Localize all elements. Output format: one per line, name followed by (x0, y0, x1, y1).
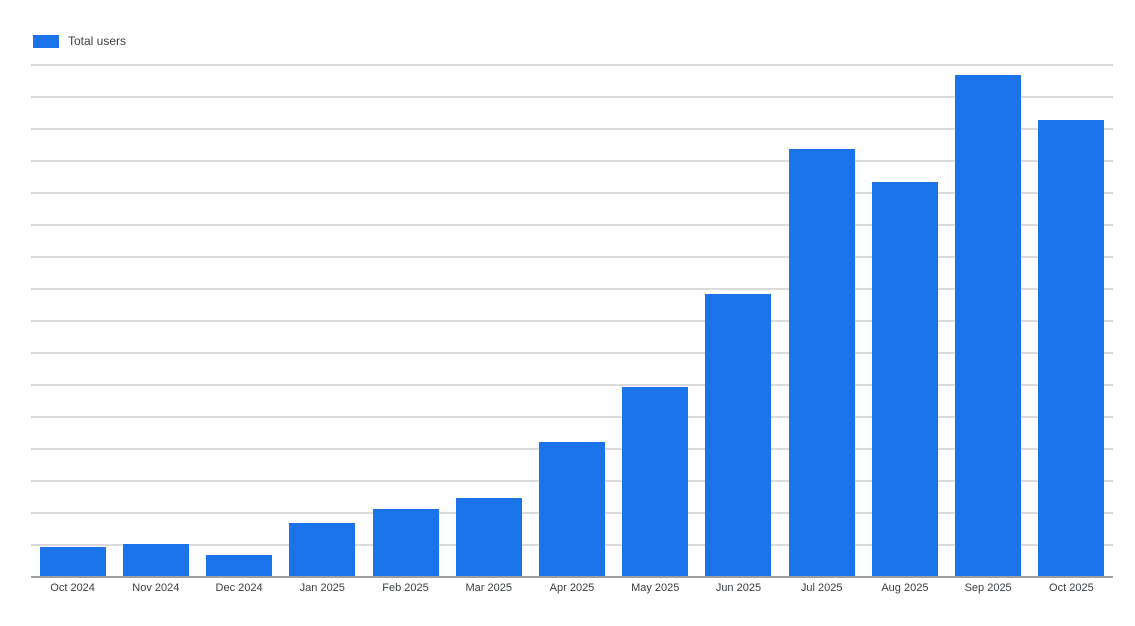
gridline (31, 128, 1113, 130)
x-axis-label: Sep 2025 (964, 582, 1012, 594)
x-axis-label: Mar 2025 (465, 582, 512, 594)
gridline (31, 160, 1113, 162)
bar-sep-2025[interactable] (955, 75, 1022, 576)
x-axis-label: Apr 2025 (549, 582, 595, 594)
bar-nov-2024[interactable] (122, 544, 189, 576)
x-axis-label: May 2025 (631, 582, 680, 594)
x-axis-label: Jul 2025 (800, 582, 843, 594)
x-axis: Oct 2024 Nov 2024 Dec 2024 Jan 2025 Feb 2025… (31, 582, 1113, 598)
bar-mar-2025[interactable] (455, 497, 522, 576)
bar-feb-2025[interactable] (372, 508, 439, 576)
bar-jun-2025[interactable] (705, 294, 772, 576)
bar-jan-2025[interactable] (289, 523, 356, 576)
gridline (31, 224, 1113, 226)
plot-area (31, 64, 1113, 578)
x-axis-label: Dec 2024 (215, 582, 263, 594)
gridline (31, 416, 1113, 418)
bar-oct-2024[interactable] (39, 547, 106, 576)
x-axis-label: Jan 2025 (299, 582, 345, 594)
x-axis-label: Oct 2024 (50, 582, 95, 594)
legend-label: Total users (68, 34, 127, 48)
gridline (31, 320, 1113, 322)
bar-dec-2024[interactable] (206, 555, 273, 576)
x-axis-label: Aug 2025 (881, 582, 929, 594)
bar-aug-2025[interactable] (871, 182, 938, 576)
gridline (31, 96, 1113, 98)
gridline (31, 192, 1113, 194)
legend: Total users (33, 35, 126, 48)
legend-swatch-icon (33, 35, 59, 48)
bar-jul-2025[interactable] (788, 148, 855, 576)
gridline (31, 256, 1113, 258)
gridline (31, 352, 1113, 354)
x-axis-label: Oct 2025 (1049, 582, 1094, 594)
gridline (31, 288, 1113, 290)
x-axis-label: Feb 2025 (382, 582, 429, 594)
x-axis-label: Nov 2024 (132, 582, 180, 594)
gridline (31, 384, 1113, 386)
bar-apr-2025[interactable] (539, 441, 605, 576)
gridline (31, 64, 1113, 66)
x-axis-label: Jun 2025 (715, 582, 762, 594)
bar-oct-2025[interactable] (1038, 120, 1105, 576)
bar-may-2025[interactable] (622, 387, 689, 576)
